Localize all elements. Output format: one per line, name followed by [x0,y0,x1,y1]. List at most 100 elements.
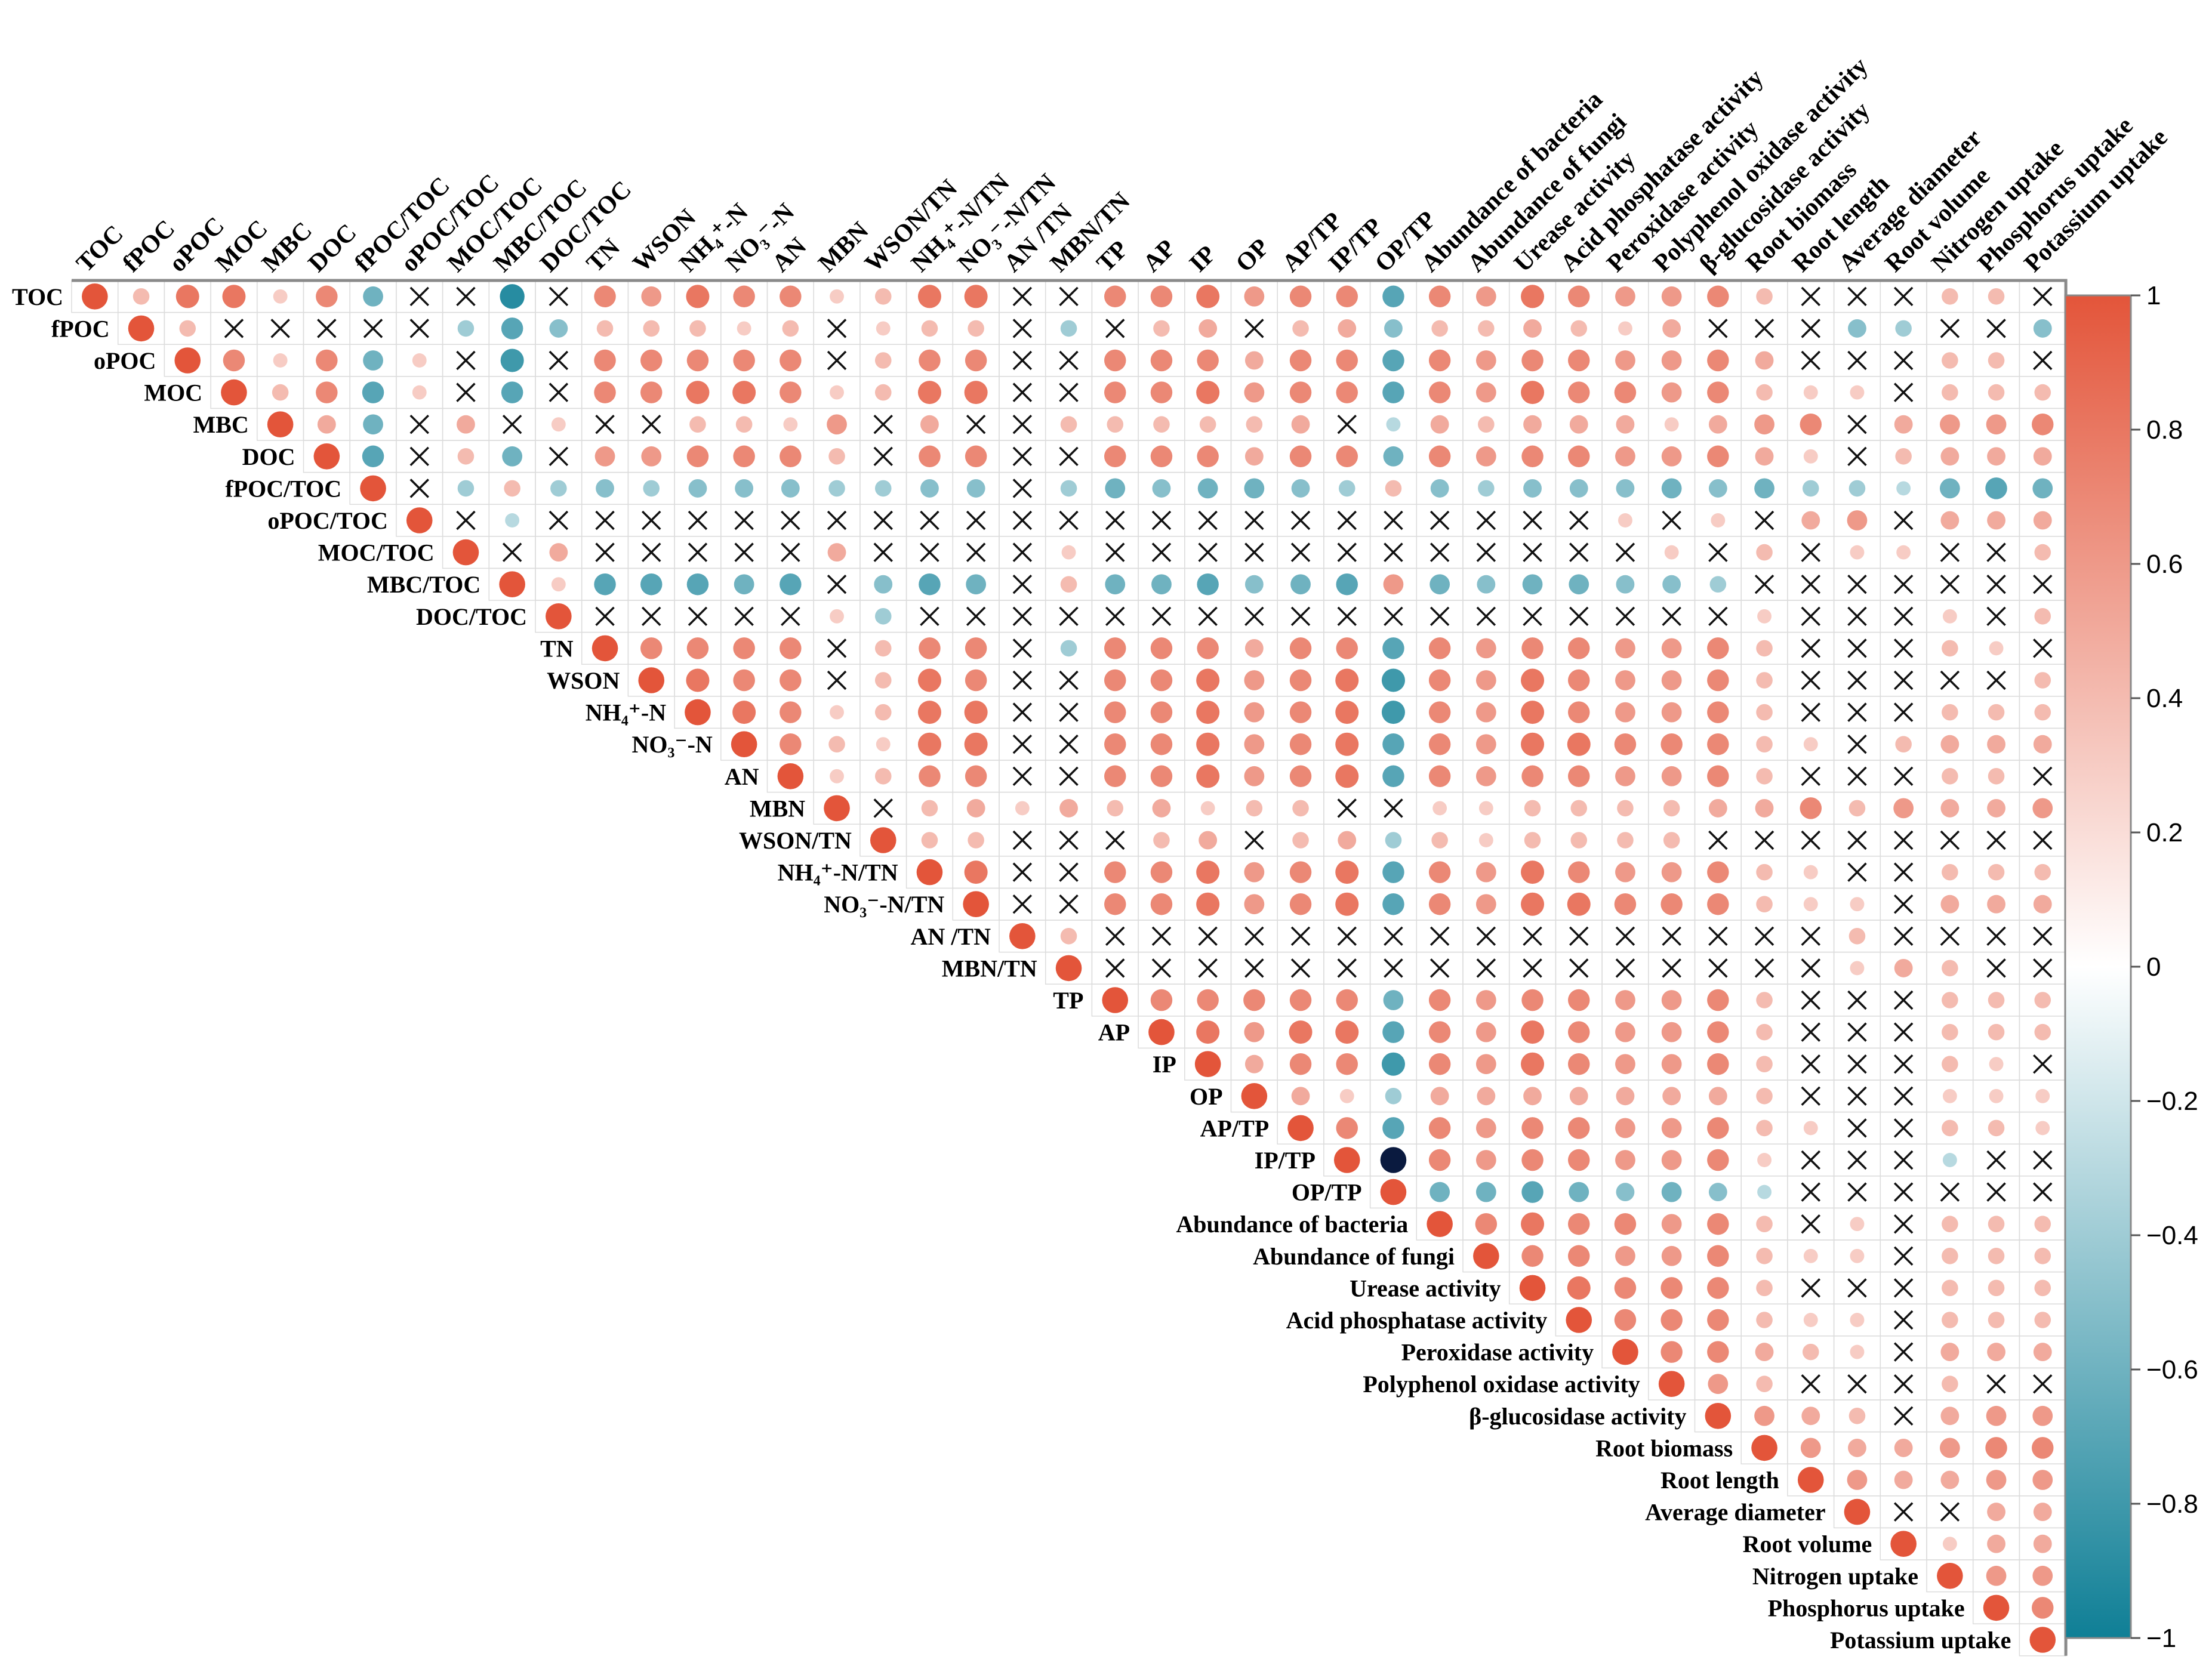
correlation-circle [1662,1087,1681,1106]
correlation-circle [964,860,988,884]
correlation-circle [1384,319,1403,338]
correlation-circle [1615,990,1635,1010]
correlation-circle [1150,445,1173,468]
non-significant-mark [549,383,569,402]
correlation-circle [1199,416,1216,433]
non-significant-mark [1847,702,1867,722]
correlation-circle [1521,701,1545,724]
correlation-circle [501,381,523,403]
correlation-circle [1942,960,1958,977]
non-significant-mark [1801,350,1820,371]
correlation-circle [1942,1279,1958,1297]
non-significant-mark [1893,990,1914,1010]
non-significant-mark [224,319,244,338]
row-label: IP [1153,1051,1176,1078]
row-label: MOC/TOC [318,539,435,566]
correlation-circle [1707,1277,1729,1299]
correlation-circle [1241,1083,1268,1109]
correlation-circle [1335,1020,1359,1044]
non-significant-mark [456,383,476,402]
non-significant-mark [734,510,754,530]
correlation-circle [1708,798,1727,818]
non-significant-mark [1105,510,1125,530]
correlation-circle [1060,416,1077,433]
correlation-circle [1986,1405,2007,1426]
correlation-circle [686,668,710,692]
correlation-circle [1289,1053,1312,1075]
correlation-circle [2034,992,2051,1008]
correlation-circle [1757,1185,1772,1199]
non-significant-mark [1893,350,1914,371]
correlation-circle [782,320,799,337]
correlation-circle [1711,513,1726,528]
correlation-circle [1615,702,1635,723]
correlation-circle [1568,701,1590,723]
correlation-circle [1338,480,1355,497]
non-significant-mark [1847,1118,1867,1138]
row-label: DOC [242,443,295,470]
non-significant-mark [1012,479,1033,498]
non-significant-mark [1940,542,1960,562]
correlation-circle [732,701,756,724]
non-significant-mark [1893,1406,1914,1426]
correlation-circle [733,285,755,308]
correlation-circle [964,381,988,405]
non-significant-mark [1940,670,1960,690]
correlation-circle [316,349,338,372]
correlation-circle [1707,637,1729,659]
correlation-circle [874,352,892,369]
non-significant-mark [1986,542,2006,562]
correlation-circle [917,285,941,309]
non-significant-mark [1059,350,1079,371]
non-significant-mark [1430,606,1450,627]
correlation-circle [1060,928,1077,945]
correlation-circle [1107,416,1124,433]
correlation-circle [1937,1563,1963,1589]
non-significant-mark [1012,766,1033,786]
non-significant-mark [1801,702,1820,722]
non-significant-mark [1151,606,1172,627]
correlation-circle [316,285,338,308]
correlation-circle [2034,1279,2051,1297]
correlation-circle [1707,1149,1729,1171]
non-significant-mark [1801,1022,1820,1042]
correlation-circle [1615,1245,1635,1266]
correlation-circle [1939,1438,1960,1458]
non-significant-mark [1059,670,1079,690]
correlation-circle [1849,800,1866,817]
correlation-circle [1196,732,1220,756]
non-significant-mark [1801,670,1820,690]
correlation-circle [1148,1019,1175,1045]
non-significant-mark [1847,1022,1867,1042]
colorbar-tick-label: −0.6 [2146,1355,2198,1384]
colorbar-tick-label: −0.8 [2146,1489,2198,1519]
correlation-circle [1521,1117,1544,1139]
non-significant-mark [1569,542,1589,562]
non-significant-mark [1384,926,1403,946]
correlation-circle [686,573,709,596]
correlation-circle [1708,1183,1727,1202]
correlation-circle [2032,1565,2053,1586]
correlation-circle [1381,1052,1405,1076]
non-significant-mark [1847,414,1867,434]
correlation-circle [1661,1214,1682,1235]
correlation-circle [500,284,525,309]
non-significant-mark [1290,510,1311,530]
colorbar-tick-label: −1 [2146,1624,2176,1653]
correlation-circle [1988,1312,2005,1328]
correlation-circle [780,349,802,372]
correlation-circle [733,637,755,659]
correlation-circle [1893,798,1914,819]
correlation-circle [1756,384,1773,401]
correlation-circle [1199,831,1218,850]
non-significant-mark [1059,446,1079,467]
non-significant-mark [1986,1182,2006,1202]
non-significant-mark [1337,798,1357,818]
correlation-circle [1568,1213,1590,1235]
correlation-circle [1197,573,1219,596]
non-significant-mark [1569,926,1589,946]
correlation-circle [1707,1341,1729,1363]
correlation-circle [1987,511,2005,530]
correlation-circle [1803,449,1818,464]
row-label: NO₃⁻-N [631,731,712,758]
